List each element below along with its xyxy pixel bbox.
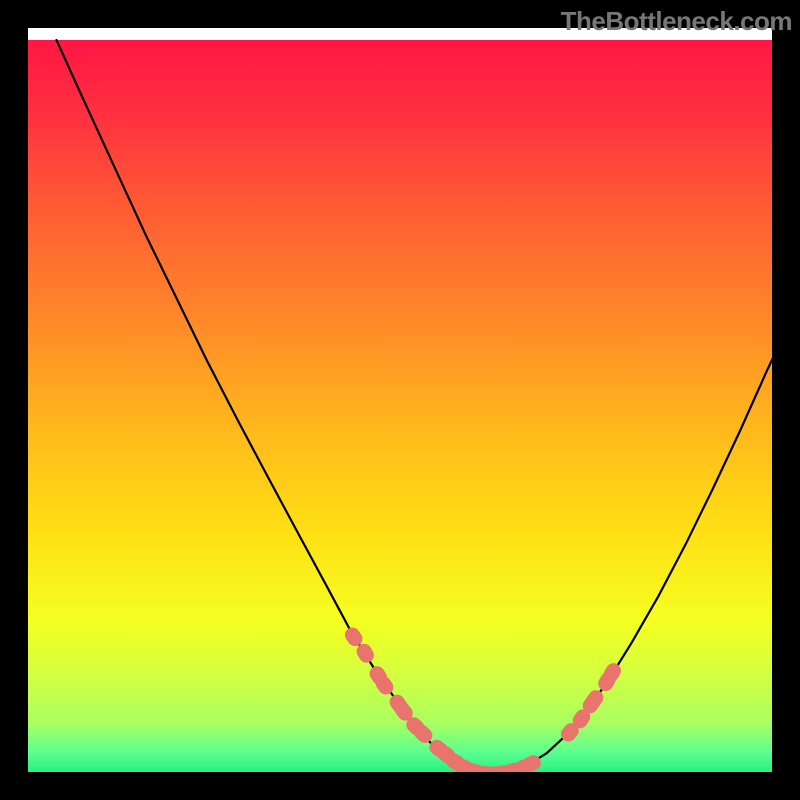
watermark-text: TheBottleneck.com bbox=[561, 6, 792, 37]
gradient-background bbox=[14, 40, 786, 786]
bottleneck-chart: TheBottleneck.com bbox=[0, 0, 800, 800]
chart-svg bbox=[0, 0, 800, 800]
